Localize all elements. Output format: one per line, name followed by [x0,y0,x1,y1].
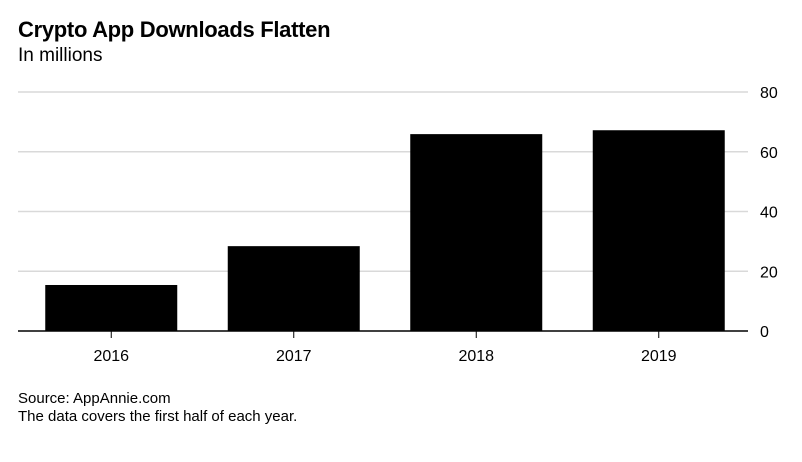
y-tick-label: 60 [760,145,778,162]
bar-2018 [410,134,543,331]
y-tick-labels: 0 20 40 60 80 [760,85,778,341]
bar-2017 [227,246,360,331]
bars [45,130,725,331]
x-tick-labels: 2016 2017 2018 2019 [93,348,676,365]
x-tick-label: 2017 [276,348,312,365]
y-tick-label: 0 [760,324,769,341]
chart-subtitle: In millions [18,45,103,66]
bar-2016 [45,284,178,331]
bar-2019 [592,130,725,331]
y-tick-label: 40 [760,205,778,222]
x-axis [18,330,748,338]
x-tick-label: 2019 [641,348,677,365]
chart-source: Source: AppAnnie.com The data covers the… [18,390,297,426]
y-tick-label: 20 [760,264,778,281]
note-text: The data covers the first half of each y… [18,408,298,425]
source-text: Source: AppAnnie.com [18,390,171,407]
x-tick-label: 2018 [458,348,494,365]
chart-title: Crypto App Downloads Flatten [18,17,331,42]
y-tick-label: 80 [760,85,778,102]
x-tick-label: 2016 [93,348,129,365]
